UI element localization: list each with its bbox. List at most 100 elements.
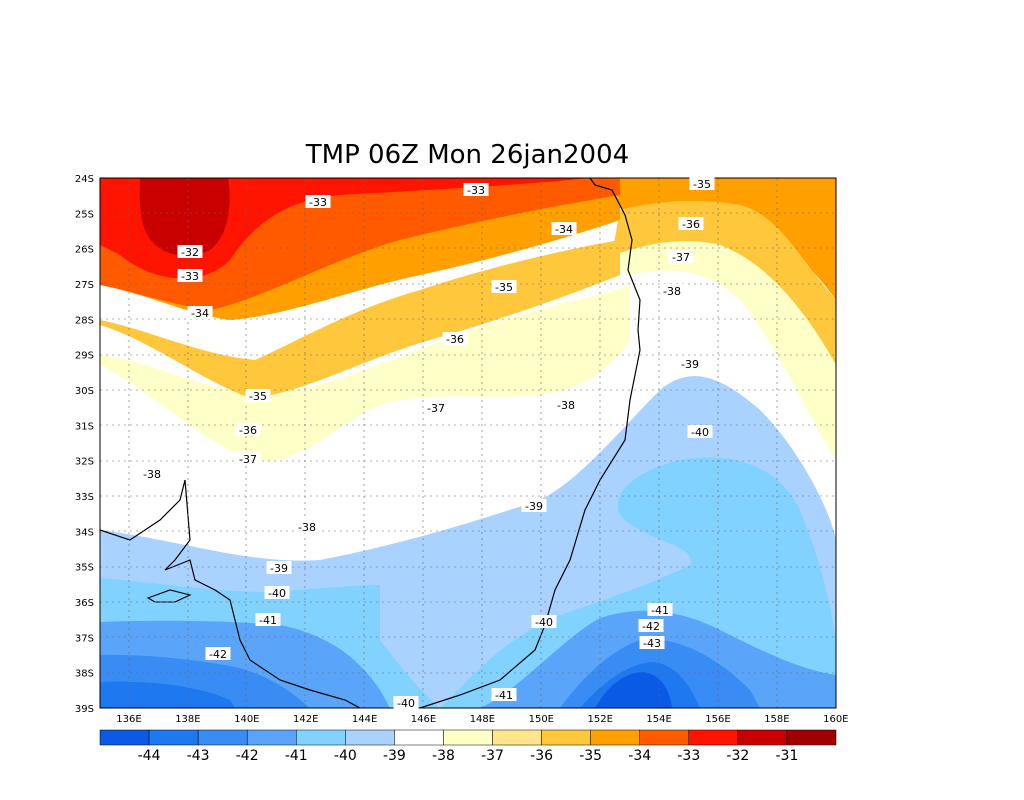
- x-axis-ticks: 136E 138E 140E 142E 144E 146E 148E 150E 152E 154E…: [116, 714, 848, 725]
- contour-label: -40: [268, 587, 286, 600]
- y-tick-label: 31S: [75, 421, 94, 432]
- contour-label: -36: [446, 333, 464, 346]
- legend-swatch: [639, 729, 690, 746]
- legend-label: -32: [726, 748, 749, 764]
- contour-label: -33: [467, 184, 485, 197]
- contour-label-bg: [177, 269, 203, 282]
- contour-label-bg: [245, 389, 271, 402]
- x-tick-label: 150E: [529, 714, 554, 725]
- contour-label: -40: [397, 697, 415, 710]
- legend-label: -43: [187, 748, 210, 764]
- y-tick-label: 28S: [75, 315, 94, 326]
- contour-label-bg: [139, 467, 165, 480]
- contour-label-bg: [491, 688, 517, 701]
- contour-label: -43: [643, 637, 661, 650]
- x-tick-label: 136E: [116, 714, 141, 725]
- legend-labels: -44 -43 -42 -41 -40 -39 -38 -37 -36 -35 -34 -33 -32 -…: [138, 748, 799, 764]
- fill-minus45-east: [595, 672, 672, 708]
- coastline: [419, 178, 641, 708]
- contour-label-bg: [521, 499, 547, 512]
- contour-labels: -33 -33 -35 -34 -36 -32 -33 -37 -34 -35 -38 -36 -39 -…: [139, 177, 715, 710]
- x-tick-label: 152E: [587, 714, 612, 725]
- legend-label: -44: [138, 748, 161, 764]
- y-tick-label: 34S: [75, 527, 94, 538]
- fill-minus35-east: [610, 200, 836, 365]
- filled-contours: [100, 178, 836, 708]
- x-tick-label: 156E: [705, 714, 730, 725]
- contour-label: -39: [525, 500, 543, 513]
- y-tick-label: 32S: [75, 457, 94, 468]
- contour-label: -34: [191, 307, 209, 320]
- contour-label: -40: [691, 426, 709, 439]
- y-tick-label: 36S: [75, 598, 94, 609]
- legend-swatch: [443, 729, 493, 746]
- contour-label-bg: [531, 615, 557, 628]
- contour-label: -41: [495, 689, 513, 702]
- y-tick-label: 30S: [75, 386, 94, 397]
- contour-label: -38: [557, 399, 575, 412]
- contour-label-bg: [266, 561, 292, 574]
- legend-swatch: [345, 729, 395, 746]
- contour-label-bg: [264, 586, 290, 599]
- contour-label: -38: [298, 521, 316, 534]
- legend-swatch: [148, 729, 199, 746]
- contour-label-bg: [638, 619, 664, 632]
- x-tick-label: 160E: [823, 714, 848, 725]
- y-tick-label: 26S: [75, 245, 94, 256]
- contour-label: -32: [181, 246, 199, 259]
- contour-label-bg: [205, 647, 231, 660]
- legend-label: -31: [775, 748, 798, 764]
- legend-label: -35: [579, 748, 602, 764]
- legend-label: -34: [628, 748, 651, 764]
- legend-label: -33: [677, 748, 700, 764]
- legend-swatch: [786, 729, 837, 746]
- contour-label-bg: [659, 284, 685, 297]
- legend-label: -38: [432, 748, 455, 764]
- contour-label-bg: [687, 425, 713, 438]
- contour-label: -37: [427, 402, 445, 415]
- legend-swatch: [590, 729, 640, 746]
- fill-minus31: [139, 178, 230, 256]
- contour-label-bg: [668, 250, 694, 263]
- contour-label-bg: [678, 217, 704, 230]
- contour-label-bg: [647, 603, 673, 616]
- contour-label-bg: [442, 332, 468, 345]
- contour-label: -39: [270, 562, 288, 575]
- x-tick-label: 140E: [234, 714, 259, 725]
- y-tick-label: 38S: [75, 669, 94, 680]
- contour-label: -41: [259, 614, 277, 627]
- y-tick-label: 25S: [75, 209, 94, 220]
- legend-swatch: [394, 729, 444, 746]
- contour-label: -36: [682, 218, 700, 231]
- contour-label-bg: [255, 613, 281, 626]
- legend-label: -37: [481, 748, 504, 764]
- contour-label-bg: [393, 696, 419, 709]
- fill-minus34-west: [100, 195, 620, 320]
- y-tick-label: 24S: [75, 174, 94, 185]
- y-tick-label: 37S: [75, 633, 94, 644]
- y-tick-label: 27S: [75, 280, 94, 291]
- contour-label: -41: [651, 604, 669, 617]
- contour-label-bg: [187, 306, 213, 319]
- map-title: TMP 06Z Mon 26jan2004: [305, 140, 630, 170]
- grid: [100, 178, 836, 708]
- x-tick-label: 144E: [352, 714, 377, 725]
- legend-label: -36: [530, 748, 553, 764]
- contour-label: -37: [239, 453, 257, 466]
- coastline-south: [100, 479, 361, 708]
- x-tick-label: 138E: [175, 714, 200, 725]
- contour-label-bg: [551, 222, 577, 235]
- legend-swatch: [492, 729, 542, 746]
- y-tick-label: 29S: [75, 351, 94, 362]
- contour-label-bg: [235, 423, 261, 436]
- contour-label-bg: [235, 452, 261, 465]
- legend-label: -39: [383, 748, 406, 764]
- legend-swatch: [737, 729, 788, 746]
- contour-label-bg: [423, 401, 449, 414]
- contour-label-bg: [463, 183, 489, 196]
- contour-label: -38: [143, 468, 161, 481]
- contour-label-bg: [689, 177, 715, 190]
- y-axis-ticks: 24S 25S 26S 27S 28S 29S 30S 31S 32S 33S 34S 35S 36S 3…: [75, 174, 94, 715]
- legend-swatch: [541, 729, 591, 746]
